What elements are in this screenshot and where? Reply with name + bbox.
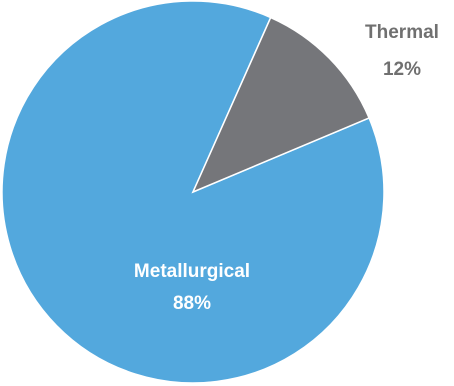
pie-slices [1, 0, 385, 384]
metallurgical-label: Metallurgical [134, 261, 250, 282]
slice-thermal [191, 16, 371, 194]
thermal-label: Thermal [365, 22, 439, 43]
thermal-value-label: 12% [383, 59, 421, 80]
metallurgical-value-label: 88% [173, 293, 211, 314]
